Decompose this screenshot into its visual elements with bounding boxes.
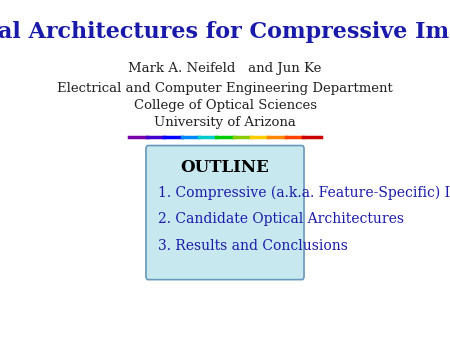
Text: 2. Candidate Optical Architectures: 2. Candidate Optical Architectures — [158, 212, 405, 226]
Text: College of Optical Sciences: College of Optical Sciences — [134, 99, 316, 112]
Text: 1. Compressive (a.k.a. Feature-Specific) Imaging: 1. Compressive (a.k.a. Feature-Specific)… — [158, 185, 450, 200]
Text: Optical Architectures for Compressive Imaging: Optical Architectures for Compressive Im… — [0, 21, 450, 43]
Text: Mark A. Neifeld   and Jun Ke: Mark A. Neifeld and Jun Ke — [128, 62, 322, 75]
Text: University of Arizona: University of Arizona — [154, 116, 296, 128]
Text: 3. Results and Conclusions: 3. Results and Conclusions — [158, 239, 348, 253]
FancyBboxPatch shape — [146, 146, 304, 280]
Text: Electrical and Computer Engineering Department: Electrical and Computer Engineering Depa… — [57, 82, 393, 95]
Text: OUTLINE: OUTLINE — [180, 159, 270, 176]
